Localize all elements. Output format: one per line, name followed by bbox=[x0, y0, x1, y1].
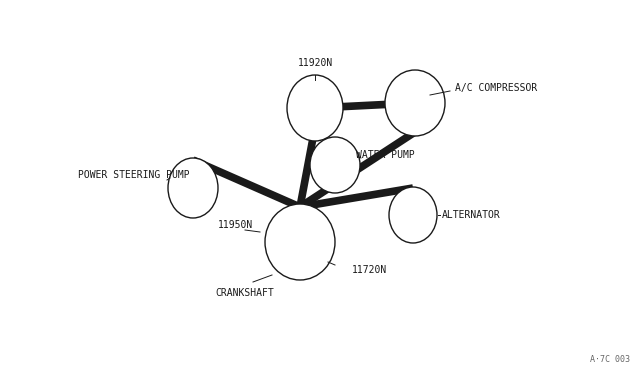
Ellipse shape bbox=[310, 137, 360, 193]
Ellipse shape bbox=[385, 70, 445, 136]
Text: POWER STEERING PUMP: POWER STEERING PUMP bbox=[78, 170, 189, 180]
Text: 11720N: 11720N bbox=[352, 265, 387, 275]
Text: 11950N: 11950N bbox=[218, 220, 253, 230]
Ellipse shape bbox=[168, 158, 218, 218]
Text: ALTERNATOR: ALTERNATOR bbox=[442, 210, 500, 220]
Ellipse shape bbox=[389, 187, 437, 243]
Text: WATER PUMP: WATER PUMP bbox=[356, 150, 415, 160]
Text: 11920N: 11920N bbox=[298, 58, 333, 68]
Ellipse shape bbox=[287, 75, 343, 141]
Text: A·7C 003: A·7C 003 bbox=[590, 355, 630, 364]
Ellipse shape bbox=[265, 204, 335, 280]
Text: A/C COMPRESSOR: A/C COMPRESSOR bbox=[455, 83, 537, 93]
Text: CRANKSHAFT: CRANKSHAFT bbox=[215, 288, 274, 298]
